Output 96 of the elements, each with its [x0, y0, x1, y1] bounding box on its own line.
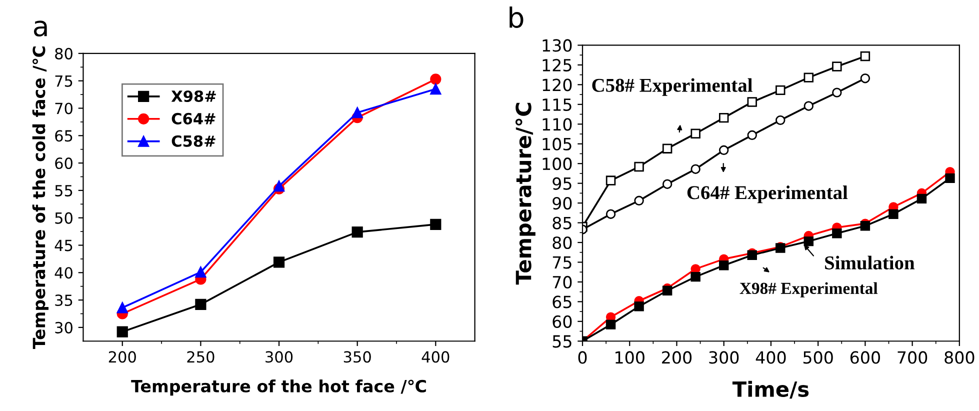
y-tick-label: 50: [55, 212, 72, 224]
point: [634, 196, 644, 206]
point: [860, 221, 870, 231]
point: [634, 162, 644, 172]
point: [832, 62, 842, 72]
legend-label: C58#: [172, 135, 216, 147]
point: [634, 302, 644, 312]
point: [832, 228, 842, 238]
x-tick-label: 0: [578, 351, 587, 364]
point: [606, 176, 616, 186]
annotation: C58# Experimental: [592, 78, 752, 96]
y-axis-title: Temperature of the cold face /℃: [32, 46, 48, 350]
legend-label: C64#: [172, 112, 216, 124]
y-tick-label: 95: [552, 177, 572, 190]
point: [860, 73, 870, 84]
text: a: [34, 20, 47, 37]
y-tick-label: 130: [542, 39, 572, 52]
x-axis-title: Time/s: [732, 380, 809, 399]
y-tick-label: 90: [552, 196, 572, 210]
y-tick-label: 55: [55, 185, 72, 196]
y-tick-label: 35: [55, 294, 72, 306]
point: [430, 74, 442, 85]
point: [195, 298, 206, 310]
y-tick-label: 60: [55, 157, 72, 170]
point: [804, 236, 814, 246]
point: [430, 83, 442, 95]
point: [690, 272, 700, 282]
y-tick-label: 55: [552, 335, 572, 348]
legend-label: X98#: [171, 90, 216, 102]
x-tick-label: 300: [709, 351, 739, 364]
y-tick-label: 65: [55, 130, 72, 142]
x-tick-label: 800: [944, 351, 974, 364]
point: [804, 101, 814, 111]
x-tick-label: 100: [616, 351, 644, 364]
y-tick-label: 110: [542, 118, 572, 131]
y-tick-label: 85: [552, 216, 572, 230]
x-tick-label: 500: [803, 351, 833, 364]
y-tick-label: 70: [55, 102, 72, 114]
point: [945, 173, 955, 184]
y-tick-label: 60: [552, 315, 572, 328]
point: [662, 144, 672, 154]
point: [273, 256, 285, 268]
point: [776, 115, 786, 126]
y-axis-title: Temperature/°C: [515, 102, 536, 285]
point: [116, 326, 128, 338]
point: [690, 128, 700, 138]
x-tick-label: 300: [266, 351, 293, 363]
point: [804, 72, 814, 82]
x-tick-label: 350: [344, 351, 371, 363]
point: [718, 112, 729, 123]
y-tick-label: 30: [55, 322, 72, 334]
y-tick-label: 125: [542, 58, 572, 72]
y-tick-label: 70: [552, 276, 572, 289]
x-tick-label: 200: [662, 351, 692, 364]
y-tick-label: 80: [55, 48, 72, 60]
y-tick-label: 40: [54, 267, 72, 279]
point: [273, 180, 285, 192]
point: [352, 226, 363, 238]
y-tick-label: 75: [55, 75, 72, 87]
y-tick-label: 80: [552, 236, 572, 250]
point: [832, 88, 842, 98]
x-axis-title: Temperature of the hot face /℃: [131, 380, 426, 396]
point: [718, 145, 729, 156]
annotation: C64# Experimental: [687, 186, 848, 204]
point: [718, 260, 729, 270]
point: [430, 218, 442, 230]
point: [195, 266, 206, 278]
y-tick-label: 65: [552, 296, 572, 308]
point: [662, 286, 672, 296]
annotation: X98# Experimental: [740, 282, 878, 298]
x-tick-label: 200: [108, 351, 136, 363]
point: [690, 164, 700, 174]
annotation: Simulation: [825, 256, 915, 270]
y-tick-label: 100: [542, 158, 572, 170]
x-tick-label: 700: [898, 351, 928, 364]
point: [747, 97, 757, 107]
point: [116, 302, 128, 314]
y-tick-label: 120: [542, 78, 572, 92]
x-tick-label: 400: [756, 351, 786, 364]
text: b: [510, 6, 524, 28]
x-tick-label: 400: [422, 351, 450, 363]
point: [860, 51, 870, 62]
y-tick-label: 105: [542, 138, 572, 150]
x-tick-label: 250: [187, 351, 214, 363]
point: [352, 107, 363, 118]
point: [606, 320, 616, 330]
point: [888, 209, 898, 219]
y-tick-label: 45: [54, 240, 72, 252]
x-tick-label: 600: [850, 351, 880, 364]
point: [606, 209, 616, 219]
point: [776, 85, 786, 96]
y-tick-label: 115: [542, 98, 572, 111]
point: [747, 130, 757, 140]
point: [916, 194, 927, 204]
point: [662, 179, 672, 189]
y-tick-label: 75: [552, 256, 572, 269]
